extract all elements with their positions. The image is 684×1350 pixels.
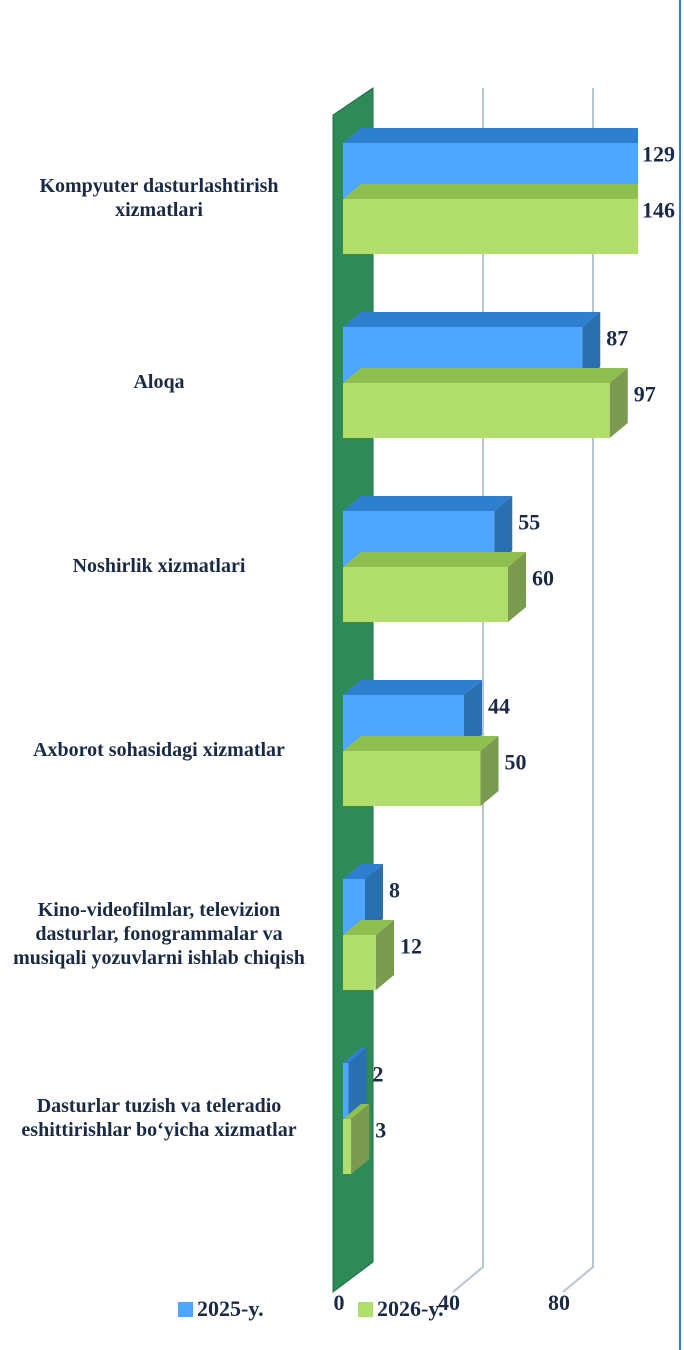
legend-swatch bbox=[178, 1302, 193, 1317]
bar-front bbox=[343, 567, 508, 622]
bar-top bbox=[343, 920, 394, 935]
x-tick-label: 40 bbox=[438, 1290, 460, 1315]
bar-side bbox=[494, 496, 513, 566]
legend-label: 2026-y. bbox=[377, 1296, 444, 1321]
bar-side bbox=[609, 368, 628, 438]
value-label: 12 bbox=[400, 934, 422, 959]
category-label: Kino-videofilmlar, televizion dasturlar,… bbox=[13, 899, 305, 969]
category-label: Aloqa bbox=[133, 371, 185, 393]
bar bbox=[343, 736, 499, 806]
bar-front bbox=[343, 879, 365, 934]
bar-side bbox=[464, 680, 482, 750]
value-label: 129 bbox=[642, 142, 675, 167]
bar-side bbox=[376, 920, 394, 990]
bar-side bbox=[582, 312, 601, 382]
value-label: 97 bbox=[634, 382, 656, 407]
bar bbox=[343, 1048, 367, 1118]
bar-front bbox=[343, 1063, 349, 1118]
value-label: 146 bbox=[642, 198, 675, 223]
bar bbox=[343, 1104, 370, 1174]
category-label: Dasturlar tuzish va teleradio eshittiris… bbox=[21, 1095, 297, 1141]
value-label: 8 bbox=[389, 878, 400, 903]
category-label: Axborot sohasidagi xizmatlar bbox=[33, 739, 285, 761]
category-label: Kompyuter dasturlashtirish xizmatlari bbox=[39, 175, 279, 221]
bar-side bbox=[365, 864, 383, 934]
value-label: 50 bbox=[505, 750, 527, 775]
bar-front bbox=[343, 383, 610, 438]
bar-top bbox=[343, 312, 601, 327]
bar-front bbox=[343, 935, 376, 990]
bar-front bbox=[343, 751, 481, 806]
bar-top bbox=[343, 368, 628, 383]
bar-side bbox=[351, 1104, 370, 1174]
legend-swatch bbox=[358, 1302, 373, 1317]
bar-top bbox=[343, 864, 383, 879]
legend-label: 2025-y. bbox=[197, 1296, 264, 1321]
value-label: 87 bbox=[606, 326, 628, 351]
bar-top bbox=[343, 128, 638, 143]
x-tick-label: 0 bbox=[334, 1290, 345, 1315]
bar-side bbox=[480, 736, 499, 806]
value-label: 2 bbox=[373, 1062, 384, 1087]
bar-side bbox=[508, 552, 526, 622]
value-label: 3 bbox=[375, 1118, 386, 1143]
grid-line bbox=[452, 88, 484, 1293]
bar bbox=[343, 864, 383, 934]
x-tick-label: 80 bbox=[548, 1290, 570, 1315]
bar-side bbox=[348, 1048, 367, 1118]
bar bbox=[343, 920, 394, 990]
bar-front bbox=[343, 199, 638, 254]
bars bbox=[343, 128, 638, 1174]
value-label: 60 bbox=[532, 566, 554, 591]
bar bbox=[343, 184, 638, 254]
bar-top bbox=[343, 680, 482, 695]
bar-top bbox=[343, 184, 638, 199]
value-label: 55 bbox=[518, 510, 540, 535]
bar-top bbox=[343, 736, 499, 751]
bar-top bbox=[343, 1104, 370, 1119]
bar bbox=[343, 552, 526, 622]
category-label: Noshirlik xizmatlari bbox=[72, 555, 246, 577]
bar-top bbox=[343, 1048, 367, 1063]
bar-front bbox=[343, 1119, 352, 1174]
bar-top bbox=[343, 552, 526, 567]
bar bbox=[343, 368, 628, 438]
value-label: 44 bbox=[488, 694, 510, 719]
bar-top bbox=[343, 496, 513, 511]
grid-line bbox=[562, 88, 594, 1293]
